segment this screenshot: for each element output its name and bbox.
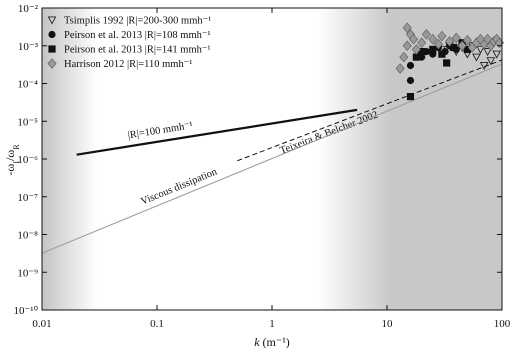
x-tick-label: 10 [382, 318, 394, 330]
data-point [429, 45, 437, 54]
legend-marker [48, 30, 56, 39]
data-point [428, 33, 438, 45]
legend-label: Tsimplis 1992 |R|=200-300 mmh⁻¹ [64, 16, 211, 27]
data-point [402, 40, 412, 52]
y-axis-label: -ωI/ωR [3, 144, 21, 176]
y-tick-label: 10⁻⁵ [17, 116, 38, 128]
legend-marker [47, 58, 57, 69]
x-tick-label: 1 [269, 318, 275, 330]
legend-marker [47, 16, 57, 25]
data-point [463, 45, 471, 54]
y-axis-label-part: /ω [3, 150, 17, 161]
legend-label: Harrison 2012 |R|=110 mmh⁻¹ [64, 59, 192, 70]
y-tick-label: 10⁻² [18, 3, 39, 15]
data-point [417, 37, 427, 49]
data-point [402, 22, 412, 34]
data-point [486, 57, 496, 66]
y-axis-label-part: I [12, 161, 21, 164]
data-point [418, 47, 426, 56]
data-point [472, 53, 481, 62]
data-point [421, 29, 431, 40]
data-point [492, 50, 502, 59]
data-point [437, 30, 447, 42]
data-point [479, 61, 489, 71]
data-point [483, 33, 493, 45]
legend-marker [48, 45, 56, 53]
data-point [409, 33, 418, 45]
data-point [406, 76, 415, 85]
y-tick-label: 10⁻⁴ [17, 79, 38, 91]
x-tick-label: 0.1 [150, 318, 164, 330]
data-point [412, 53, 420, 61]
data-point [399, 51, 409, 63]
legend-label: Peirson et al. 2013 |R|=141 mmh⁻¹ [64, 45, 211, 56]
x-tick-label: 100 [494, 318, 510, 330]
reference-line [76, 108, 358, 156]
legend-label: Peirson et al. 2013 |R|=108 mmh⁻¹ [64, 30, 211, 41]
data-point [406, 92, 415, 101]
y-tick-label: 10⁻⁷ [17, 192, 38, 204]
y-axis-label-part: -ω [3, 164, 17, 176]
x-axis-label-part: (m⁻¹) [260, 335, 290, 349]
data-point [450, 43, 458, 52]
data-point [433, 38, 443, 50]
reference-line [41, 63, 503, 254]
data-point [443, 59, 451, 67]
reference-line [237, 59, 503, 162]
x-axis-label: k (m⁻¹) [254, 335, 290, 349]
data-point [476, 45, 485, 54]
data-point [451, 32, 461, 44]
y-tick-label: 10⁻⁶ [17, 154, 38, 166]
x-axis-label-part: k [254, 335, 260, 349]
data-point [411, 44, 421, 55]
y-tick-label: 10⁻¹⁰ [13, 305, 38, 317]
data-point [462, 34, 472, 46]
y-tick-label: 10⁻⁸ [17, 230, 38, 242]
data-point [406, 61, 415, 70]
y-axis-label-part: R [12, 144, 21, 150]
data-point [438, 50, 446, 58]
data-point [395, 63, 405, 74]
x-tick-label: 0.01 [32, 318, 51, 330]
y-tick-label: 10⁻³ [18, 41, 39, 53]
y-tick-label: 10⁻⁹ [17, 267, 38, 279]
data-point [483, 48, 492, 57]
data-point [457, 40, 467, 52]
data-point [445, 36, 455, 47]
